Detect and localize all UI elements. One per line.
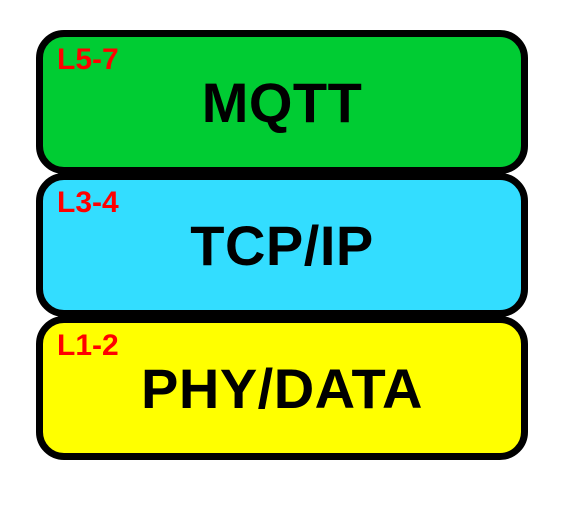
protocol-stack: L5-7 MQTT L3-4 TCP/IP L1-2 PHY/DATA xyxy=(36,30,528,460)
layer-tag: L1-2 xyxy=(57,329,119,363)
layer-tag: L3-4 xyxy=(57,186,119,220)
layer-tag: L5-7 xyxy=(57,43,119,77)
layer-title: PHY/DATA xyxy=(141,356,423,421)
layer-title: MQTT xyxy=(202,70,363,135)
layer-title: TCP/IP xyxy=(190,213,373,278)
layer-application: L5-7 MQTT xyxy=(36,30,528,174)
layer-physical: L1-2 PHY/DATA xyxy=(36,316,528,460)
layer-transport: L3-4 TCP/IP xyxy=(36,173,528,317)
